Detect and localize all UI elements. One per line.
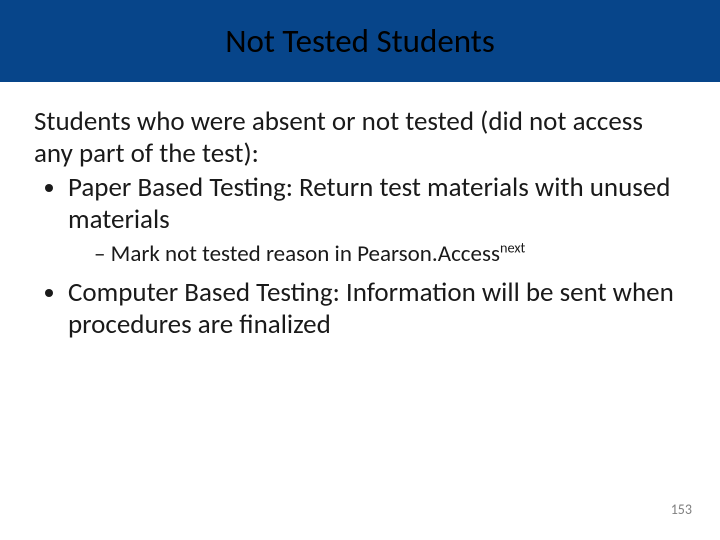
list-item: Mark not tested reason in Pearson.Access… xyxy=(94,241,686,269)
superscript: next xyxy=(500,239,525,257)
bullet-list: Paper Based Testing: Return test materia… xyxy=(68,172,686,341)
slide-title: Not Tested Students xyxy=(225,21,495,61)
sub-bullet-text: Mark not tested reason in Pearson.Access xyxy=(111,240,500,268)
list-item: Computer Based Testing: Information will… xyxy=(68,277,686,341)
page-number: 153 xyxy=(671,501,692,518)
bullet-text: Paper Based Testing: Return test materia… xyxy=(68,171,670,236)
slide-body: Students who were absent or not tested (… xyxy=(0,82,720,341)
sub-bullet-list: Mark not tested reason in Pearson.Access… xyxy=(94,241,686,269)
title-bar: Not Tested Students xyxy=(0,0,720,82)
list-item: Paper Based Testing: Return test materia… xyxy=(68,172,686,269)
intro-text: Students who were absent or not tested (… xyxy=(34,106,686,170)
bullet-text: Computer Based Testing: Information will… xyxy=(68,276,674,341)
